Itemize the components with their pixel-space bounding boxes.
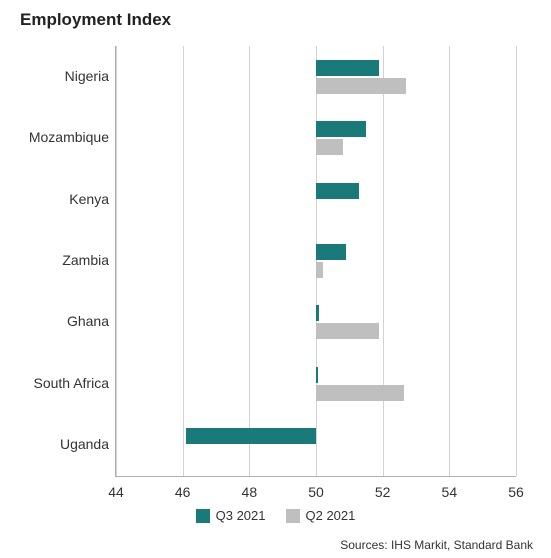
gridline [449,46,450,476]
bar [186,428,316,444]
x-tick-label: 50 [308,476,324,500]
bar [316,78,406,94]
gridline [116,46,117,476]
gridline [316,46,317,476]
bar [316,121,366,137]
bar [316,60,379,76]
x-tick-label: 48 [242,476,258,500]
x-tick-label: 52 [375,476,391,500]
legend-label: Q3 2021 [216,508,266,523]
x-tick-label: 56 [508,476,524,500]
bar [316,183,359,199]
category-label: Zambia [62,252,109,268]
gridline [183,46,184,476]
bar [316,244,346,260]
category-label: Mozambique [29,129,109,145]
gridline [516,46,517,476]
source-text: Sources: IHS Markit, Standard Bank [340,538,533,552]
bar [316,385,404,401]
bar [316,262,323,278]
plot-area: 44464850525456 [115,46,516,477]
bar [316,139,343,155]
legend-item: Q3 2021 [196,508,266,523]
category-label: South Africa [34,375,110,391]
chart-container: Employment Index 44464850525456 Q3 2021Q… [0,0,551,558]
x-tick-label: 46 [175,476,191,500]
gridline [383,46,384,476]
category-label: Nigeria [65,68,109,84]
chart-title: Employment Index [20,10,171,30]
legend-label: Q2 2021 [306,508,356,523]
x-tick-label: 44 [108,476,124,500]
category-label: Uganda [60,436,109,452]
legend-swatch [196,509,210,523]
category-label: Kenya [69,191,109,207]
bar [316,367,318,383]
category-label: Ghana [67,313,109,329]
bar [316,323,379,339]
bar [316,305,319,321]
gridline [249,46,250,476]
legend: Q3 2021 Q2 2021 [0,508,551,526]
x-tick-label: 54 [442,476,458,500]
legend-item: Q2 2021 [286,508,356,523]
legend-swatch [286,509,300,523]
